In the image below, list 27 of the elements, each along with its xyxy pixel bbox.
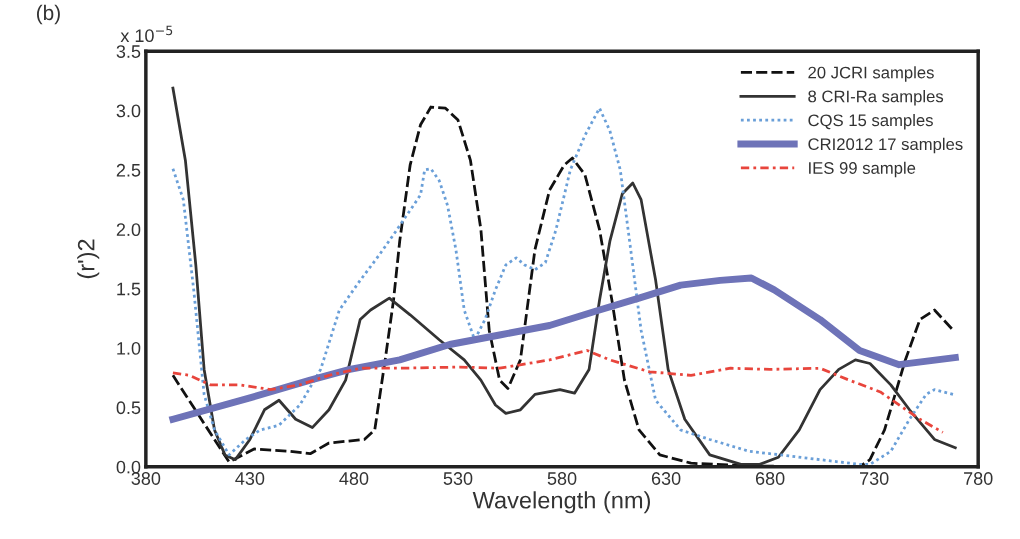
y-tick-label: 0.5 — [116, 401, 141, 415]
y-tick-label: 3.5 — [116, 45, 141, 58]
x-tick-label: 780 — [964, 472, 993, 485]
x-tick-label: 730 — [860, 472, 889, 485]
x-tick-label: 480 — [339, 472, 369, 485]
x-tick-label: 530 — [443, 472, 473, 485]
text: x 10$^{−5}$ — [120, 25, 173, 43]
line-series — [171, 349, 945, 434]
legend-label: CRI2012 17 samples — [808, 137, 963, 154]
legend-label: CQS 15 samples — [808, 113, 933, 130]
y-tick-label: 0.0 — [116, 460, 141, 474]
x-axis-title: Wavelength (nm) — [472, 491, 650, 514]
text: (b) — [36, 4, 60, 25]
y-tick-label: 1.0 — [117, 341, 141, 355]
y-tick-label: 2.0 — [116, 223, 141, 237]
y-tick-label: 2.5 — [116, 163, 141, 177]
y-tick-label: 3.0 — [116, 104, 141, 118]
x-tick-label: 380 — [131, 472, 161, 485]
x-tick-label: 680 — [755, 472, 785, 485]
x-tick-label: 580 — [547, 472, 577, 485]
x-tick-label: 630 — [651, 472, 681, 485]
y-axis-title: (r')2 — [77, 239, 100, 279]
legend-label: IES 99 sample — [809, 161, 916, 178]
legend-label: 8 CRI-Ra samples — [808, 90, 944, 106]
x-tick-label: 430 — [235, 472, 265, 485]
y-tick-label: 1.5 — [117, 282, 141, 296]
legend-label: 20 JCRI samples — [808, 66, 934, 82]
